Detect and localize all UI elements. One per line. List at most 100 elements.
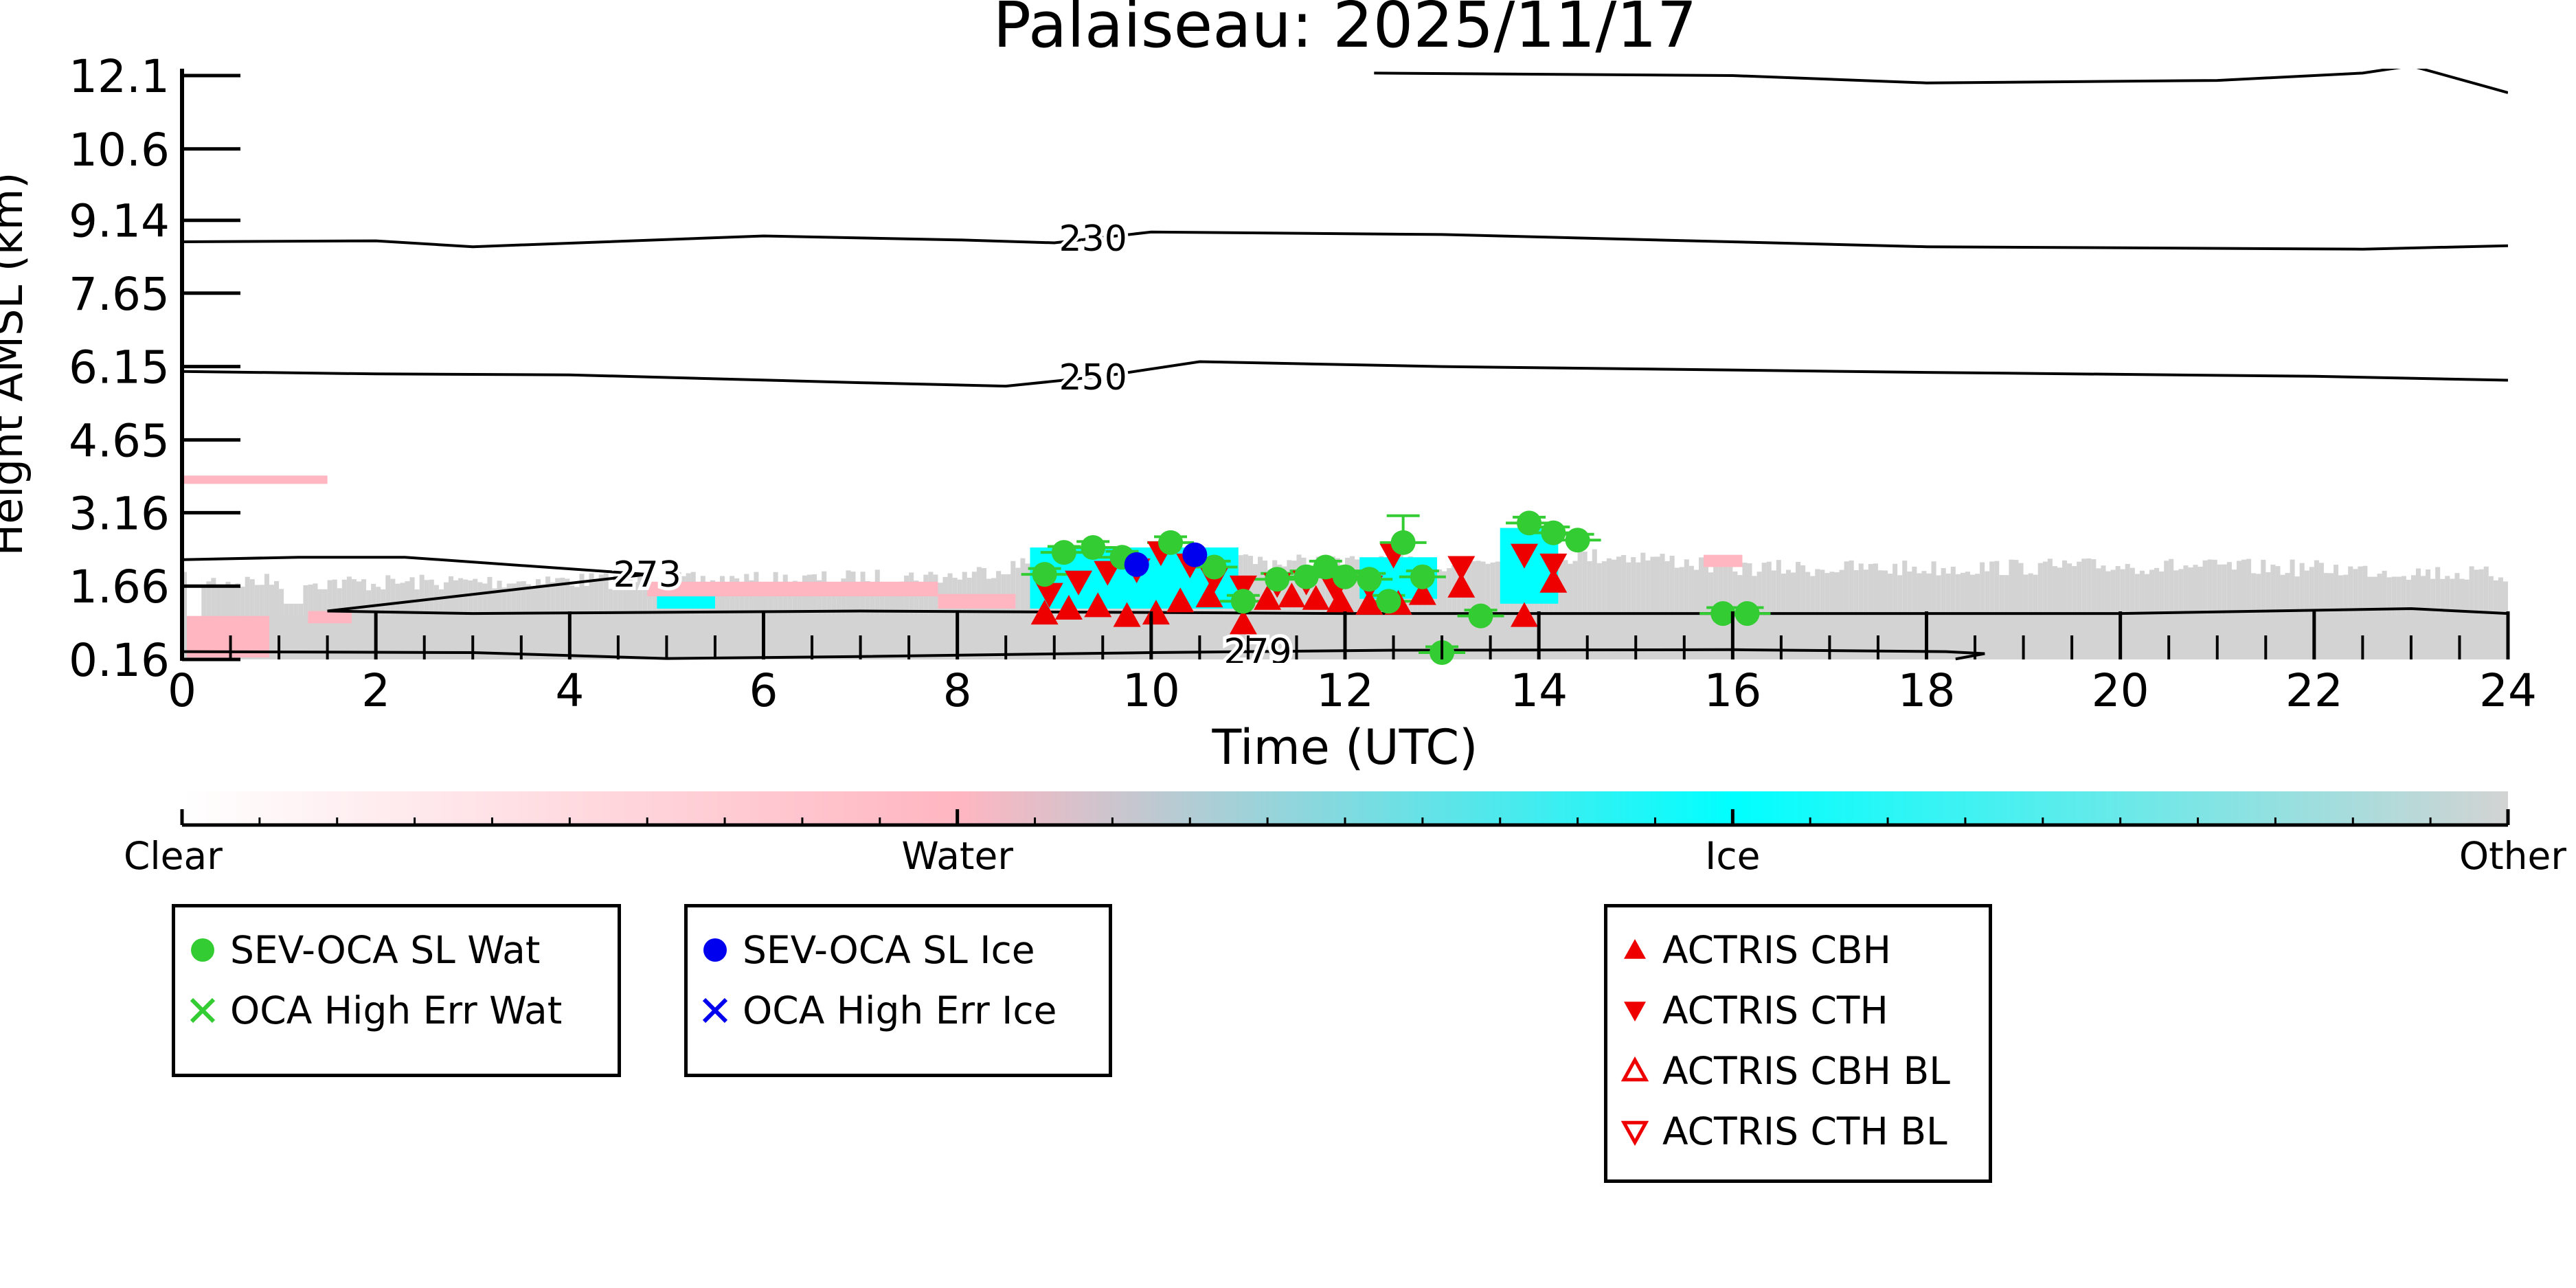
point-actris-cth bbox=[1539, 553, 1568, 578]
column-other bbox=[2226, 562, 2232, 619]
point-sev-oca-sl-wat bbox=[1710, 601, 1736, 626]
column-other bbox=[2101, 565, 2106, 619]
column-other bbox=[1480, 561, 1486, 619]
x-tick-label: 6 bbox=[749, 664, 778, 717]
column-other bbox=[2004, 575, 2009, 619]
column-other bbox=[351, 579, 357, 619]
column-other bbox=[274, 580, 280, 619]
chart-title: Palaiseau: 2025/11/17 bbox=[993, 0, 1697, 62]
column-other bbox=[1800, 565, 1806, 619]
column-other bbox=[831, 582, 837, 619]
column-other bbox=[889, 585, 894, 619]
point-sev-oca-sl-wat bbox=[1293, 564, 1319, 589]
column-other bbox=[1815, 569, 1820, 619]
column-other bbox=[2173, 570, 2179, 619]
column-other bbox=[2077, 561, 2082, 619]
column-other bbox=[1688, 565, 1694, 619]
contour-line-230 bbox=[182, 230, 2508, 251]
legend-glyph-oca-high-err-ice bbox=[702, 997, 728, 1024]
y-tick-label: 3.16 bbox=[69, 487, 170, 540]
column-other bbox=[361, 579, 367, 619]
column-other bbox=[492, 588, 497, 619]
point-actris-cbh bbox=[1539, 567, 1568, 593]
point-actris-cth bbox=[1035, 583, 1063, 608]
column-other bbox=[627, 579, 633, 619]
column-other bbox=[2207, 559, 2213, 619]
x-tick-label: 20 bbox=[2092, 664, 2149, 717]
column-other bbox=[739, 587, 745, 619]
column-other bbox=[806, 574, 813, 619]
data-points bbox=[1030, 510, 1760, 666]
point-sev-oca-sl-wat bbox=[1158, 530, 1184, 555]
column-other bbox=[240, 586, 245, 619]
column-other bbox=[1897, 575, 1903, 619]
column-other bbox=[1805, 572, 1811, 619]
column-other bbox=[1015, 567, 1021, 619]
clear-gap bbox=[187, 564, 202, 616]
legend-glyph-actris-cbh-bl bbox=[1620, 1056, 1649, 1082]
column-other bbox=[2377, 574, 2382, 619]
x-tick-label: 18 bbox=[1898, 664, 1956, 717]
x-tick-label: 12 bbox=[1316, 664, 1374, 717]
column-other bbox=[1980, 562, 1985, 619]
point-actris-cbh bbox=[1030, 600, 1059, 625]
column-other bbox=[2159, 571, 2165, 619]
column-other bbox=[2353, 569, 2358, 619]
column-other bbox=[1447, 568, 1452, 619]
column-other bbox=[550, 582, 556, 619]
point-actris-cbh bbox=[1408, 580, 1436, 605]
point-actris-cbh bbox=[1166, 587, 1195, 613]
column-other bbox=[1917, 573, 1922, 619]
column-other bbox=[1340, 565, 1345, 619]
point-actris-cth bbox=[1511, 543, 1539, 569]
column-other bbox=[565, 578, 570, 619]
clear-gap bbox=[284, 569, 304, 604]
column-other bbox=[2134, 574, 2140, 619]
column-other bbox=[2348, 566, 2353, 619]
column-other bbox=[734, 578, 740, 619]
legend-label-sev-oca-sl-ice: SEV-OCA SL Ice bbox=[743, 928, 1035, 972]
colorbar-label-other: Other bbox=[2459, 834, 2567, 878]
column-other bbox=[642, 587, 648, 619]
point-actris-cbh bbox=[1084, 592, 1112, 618]
column-other bbox=[2246, 558, 2252, 619]
column-other bbox=[1592, 549, 1597, 619]
column-other bbox=[221, 585, 226, 619]
column-other bbox=[385, 575, 391, 619]
column-other bbox=[904, 575, 909, 619]
legend-label-actris-cbh-bl: ACTRIS CBH BL bbox=[1662, 1049, 1950, 1093]
column-other bbox=[497, 580, 502, 619]
column-other bbox=[468, 580, 473, 619]
column-other bbox=[2057, 567, 2063, 619]
column-other bbox=[2188, 567, 2193, 619]
column-other bbox=[2338, 575, 2344, 619]
column-other bbox=[2464, 579, 2470, 619]
column-other bbox=[371, 583, 376, 619]
y-axis-label: Height AMSL (km) bbox=[0, 172, 32, 556]
column-other bbox=[2406, 580, 2411, 619]
column-other bbox=[2154, 567, 2160, 619]
column-other bbox=[2052, 566, 2057, 619]
column-other bbox=[1495, 561, 1500, 619]
y-tick-label: 9.14 bbox=[69, 195, 170, 248]
column-other bbox=[622, 574, 628, 619]
column-other bbox=[787, 587, 793, 619]
column-other bbox=[2081, 558, 2087, 619]
column-other bbox=[730, 576, 735, 619]
column-other bbox=[2047, 558, 2053, 619]
column-other bbox=[1756, 572, 1762, 619]
column-other bbox=[279, 589, 284, 619]
column-other bbox=[865, 580, 870, 619]
water-patch bbox=[647, 581, 938, 597]
column-other bbox=[1010, 561, 1016, 619]
column-other bbox=[414, 589, 420, 619]
column-other bbox=[322, 589, 328, 619]
column-other bbox=[1713, 557, 1719, 619]
column-other bbox=[1737, 575, 1743, 619]
point-actris-cth bbox=[1229, 575, 1257, 600]
column-other bbox=[2430, 578, 2436, 619]
column-other bbox=[2193, 565, 2198, 619]
column-other bbox=[2474, 569, 2479, 619]
colorbar: Clear Water Ice Other bbox=[124, 791, 2566, 878]
